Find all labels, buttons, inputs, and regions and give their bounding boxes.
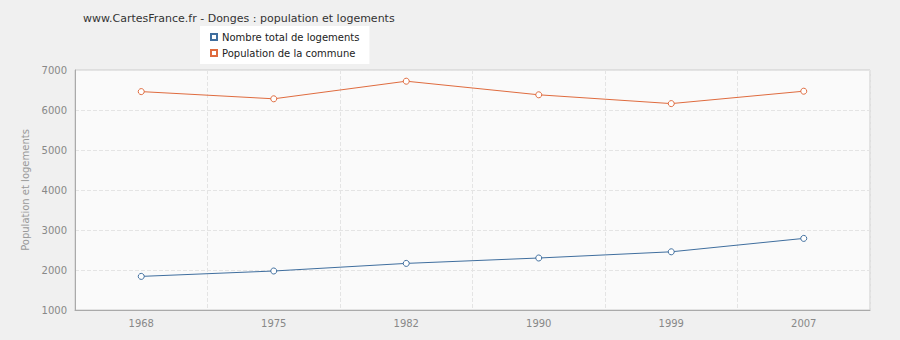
svg-text:5000: 5000 — [42, 145, 67, 156]
svg-text:6000: 6000 — [42, 105, 67, 116]
svg-text:Population de la commune: Population de la commune — [222, 48, 355, 59]
svg-text:Population et logements: Population et logements — [20, 129, 31, 251]
svg-text:1000: 1000 — [42, 305, 67, 316]
svg-text:www.CartesFrance.fr - Donges :: www.CartesFrance.fr - Donges : populatio… — [83, 12, 395, 25]
svg-text:Nombre total de logements: Nombre total de logements — [222, 32, 359, 43]
svg-text:2007: 2007 — [791, 318, 816, 329]
svg-text:2000: 2000 — [42, 265, 67, 276]
svg-text:1968: 1968 — [129, 318, 154, 329]
svg-text:7000: 7000 — [42, 65, 67, 76]
svg-text:1999: 1999 — [659, 318, 684, 329]
svg-text:1975: 1975 — [261, 318, 286, 329]
svg-text:4000: 4000 — [42, 185, 67, 196]
svg-text:1982: 1982 — [394, 318, 419, 329]
svg-text:3000: 3000 — [42, 225, 67, 236]
svg-text:1990: 1990 — [526, 318, 551, 329]
